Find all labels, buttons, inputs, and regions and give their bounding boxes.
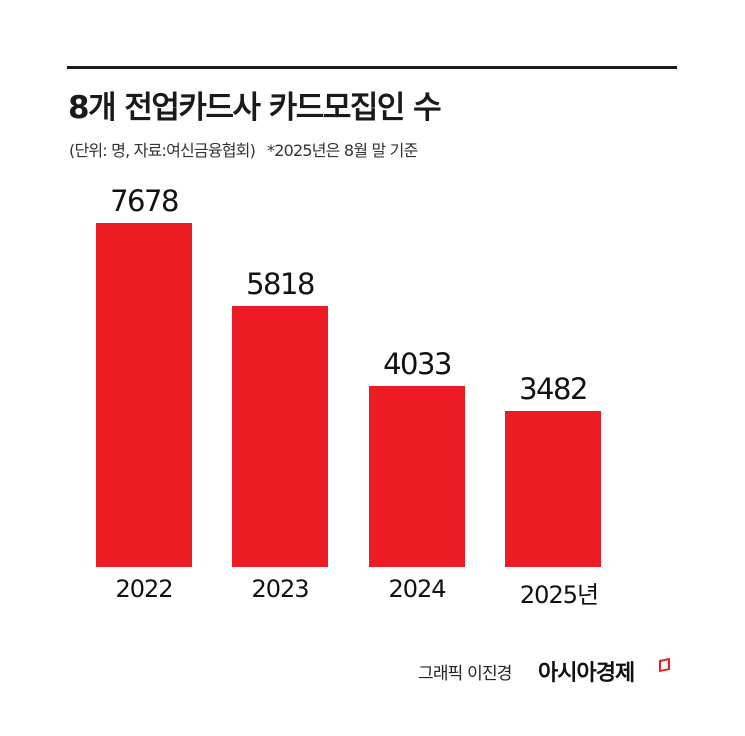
x-axis-label: 2023 — [251, 575, 309, 603]
value-label: 3482 — [519, 372, 588, 406]
graphic-credit: 그래픽 이진경 — [418, 664, 512, 684]
chart-subtitle: (단위: 명, 자료:여신금융협회) *2025년은 8월 말 기준 — [69, 137, 418, 161]
value-label: 4033 — [383, 347, 452, 381]
bar-2023 — [232, 306, 328, 567]
bar-2025년 — [505, 411, 601, 567]
x-axis-label: 2024 — [388, 575, 446, 603]
chart-title: 8개 전업카드사 카드모집인 수 — [68, 90, 442, 126]
unit-source: (단위: 명, 자료:여신금융협회) — [69, 141, 256, 160]
top-rule — [67, 66, 677, 69]
footnote: *2025년은 8월 말 기준 — [267, 141, 418, 160]
value-label: 7678 — [110, 184, 179, 218]
value-label: 5818 — [246, 267, 315, 301]
brand-mark-icon — [659, 657, 670, 673]
x-axis-label: 2022 — [115, 575, 173, 603]
x-axis-label: 2025년 — [519, 581, 599, 609]
brand-logo: 아시아경제 — [538, 661, 635, 686]
bar-2024 — [369, 386, 465, 567]
bar-2022 — [96, 223, 192, 567]
